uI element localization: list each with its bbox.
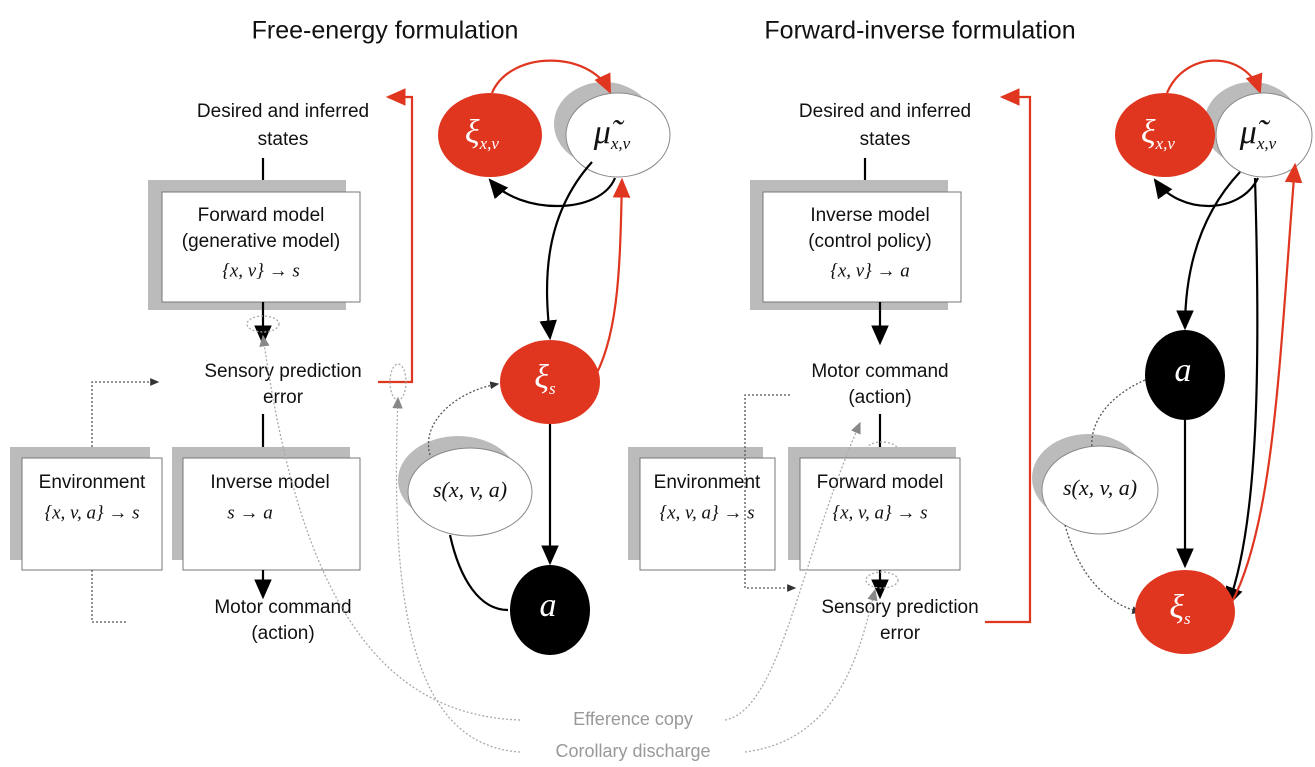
math: {x, v, a} → s: [659, 502, 754, 523]
node-label: ξx,v: [1141, 114, 1175, 153]
math: {x, v, a} → s: [832, 502, 927, 523]
title: Forward-inverse formulation: [764, 17, 1075, 45]
arrow: [1225, 177, 1259, 608]
label: (action): [848, 387, 911, 408]
label: Forward model: [198, 205, 325, 226]
box: [762, 191, 962, 303]
label: Inverse model: [210, 472, 329, 493]
label: Motor command: [811, 361, 948, 382]
red-arrow: [490, 59, 611, 94]
arrow: [1176, 171, 1241, 331]
dotted-arrow: [427, 381, 500, 456]
red-arrow: [1165, 59, 1263, 95]
dotted-line: [91, 570, 128, 623]
label: (action): [251, 623, 314, 644]
node: [510, 565, 590, 655]
node: [438, 93, 542, 177]
math: {x, v} → a: [830, 260, 910, 281]
label: Forward model: [817, 472, 944, 493]
label: Desired and inferred: [197, 101, 369, 122]
box: [639, 457, 776, 571]
label: (control policy): [808, 231, 932, 252]
red-arrow: [589, 177, 631, 386]
box: [799, 457, 961, 571]
legend-label: Efference copy: [573, 709, 693, 729]
box: [21, 457, 163, 571]
box: [182, 457, 361, 571]
node-label: ξx,v: [465, 114, 499, 153]
node-label: a: [1175, 352, 1192, 389]
node: [500, 340, 600, 424]
label: Environment: [654, 472, 761, 493]
math: s → a: [227, 502, 272, 523]
box: [161, 191, 361, 303]
tap: [865, 571, 899, 589]
corollary-path: [744, 588, 878, 753]
node-label: s(x, v, a): [1063, 475, 1137, 500]
node-label: s(x, v, a): [433, 477, 507, 502]
math: {x, v} → s: [222, 260, 299, 281]
label: (generative model): [182, 231, 340, 252]
label: states: [860, 129, 911, 150]
node: [565, 92, 671, 178]
node-label: ξs: [1169, 589, 1191, 628]
label: Desired and inferred: [799, 101, 971, 122]
label: Sensory prediction: [821, 597, 978, 618]
dotted-arrow: [744, 394, 797, 592]
label: Motor command: [214, 597, 351, 618]
red-arrow: [985, 88, 1032, 624]
arrow: [1153, 177, 1259, 207]
node-label: a: [540, 587, 557, 624]
red-arrow: [1231, 162, 1303, 603]
tap: [246, 315, 280, 333]
arrow: [488, 177, 617, 207]
dotted-line: [1091, 379, 1146, 449]
legend-label: Corollary discharge: [555, 741, 710, 761]
node: [1145, 330, 1225, 420]
label: error: [263, 387, 304, 408]
label: Sensory prediction: [204, 361, 361, 382]
efference-path: [724, 421, 861, 721]
red-arrow: [378, 88, 414, 384]
label: error: [880, 623, 921, 644]
node: [1041, 445, 1159, 535]
dotted-arrow: [1064, 524, 1142, 615]
label: Inverse model: [810, 205, 929, 226]
node-label: ξs: [534, 359, 556, 398]
efference-path: [259, 334, 521, 721]
label: states: [258, 129, 309, 150]
dotted-arrow: [91, 378, 160, 447]
arrow: [539, 161, 593, 341]
node: [1215, 92, 1313, 178]
connector: [448, 534, 509, 612]
corollary-path: [392, 396, 521, 753]
math: {x, v, a} → s: [44, 502, 139, 523]
title: Free-energy formulation: [252, 17, 519, 45]
node: [1135, 570, 1235, 654]
label: Environment: [39, 472, 146, 493]
node: [407, 447, 533, 537]
node: [1115, 93, 1215, 177]
